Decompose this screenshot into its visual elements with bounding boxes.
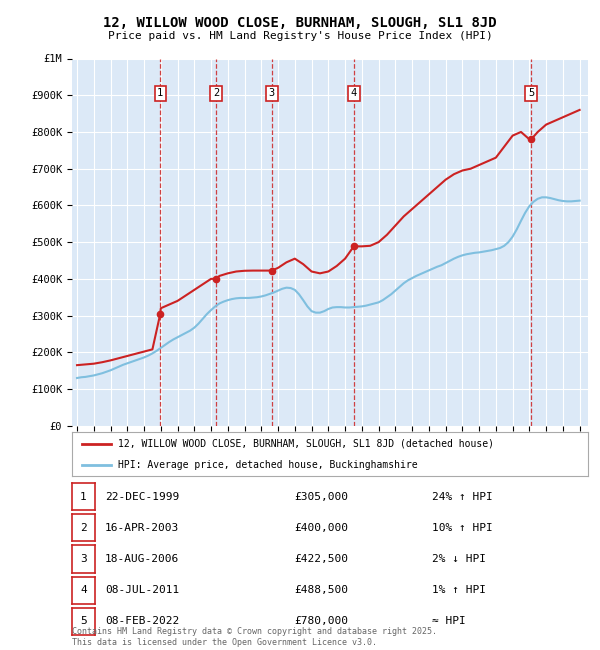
Text: HPI: Average price, detached house, Buckinghamshire: HPI: Average price, detached house, Buck… <box>118 460 418 470</box>
Text: 5: 5 <box>80 616 87 627</box>
Text: 12, WILLOW WOOD CLOSE, BURNHAM, SLOUGH, SL1 8JD: 12, WILLOW WOOD CLOSE, BURNHAM, SLOUGH, … <box>103 16 497 31</box>
Text: Price paid vs. HM Land Registry's House Price Index (HPI): Price paid vs. HM Land Registry's House … <box>107 31 493 41</box>
Text: 4: 4 <box>350 88 357 98</box>
Text: £305,000: £305,000 <box>294 491 348 502</box>
Text: 1: 1 <box>80 491 87 502</box>
Text: £422,500: £422,500 <box>294 554 348 564</box>
Text: 08-JUL-2011: 08-JUL-2011 <box>105 585 179 595</box>
Text: £780,000: £780,000 <box>294 616 348 627</box>
Text: 16-APR-2003: 16-APR-2003 <box>105 523 179 533</box>
Text: 1% ↑ HPI: 1% ↑ HPI <box>432 585 486 595</box>
Text: 12, WILLOW WOOD CLOSE, BURNHAM, SLOUGH, SL1 8JD (detached house): 12, WILLOW WOOD CLOSE, BURNHAM, SLOUGH, … <box>118 439 494 449</box>
Text: £488,500: £488,500 <box>294 585 348 595</box>
Text: 22-DEC-1999: 22-DEC-1999 <box>105 491 179 502</box>
Text: 2% ↓ HPI: 2% ↓ HPI <box>432 554 486 564</box>
Text: 10% ↑ HPI: 10% ↑ HPI <box>432 523 493 533</box>
Text: 2: 2 <box>80 523 87 533</box>
Text: 08-FEB-2022: 08-FEB-2022 <box>105 616 179 627</box>
Text: 18-AUG-2006: 18-AUG-2006 <box>105 554 179 564</box>
Text: 24% ↑ HPI: 24% ↑ HPI <box>432 491 493 502</box>
Text: 3: 3 <box>269 88 275 98</box>
Text: Contains HM Land Registry data © Crown copyright and database right 2025.
This d: Contains HM Land Registry data © Crown c… <box>72 627 437 647</box>
Text: ≈ HPI: ≈ HPI <box>432 616 466 627</box>
Text: 4: 4 <box>80 585 87 595</box>
Text: 3: 3 <box>80 554 87 564</box>
Text: 1: 1 <box>157 88 163 98</box>
Text: 2: 2 <box>213 88 219 98</box>
Text: 5: 5 <box>528 88 535 98</box>
Text: £400,000: £400,000 <box>294 523 348 533</box>
